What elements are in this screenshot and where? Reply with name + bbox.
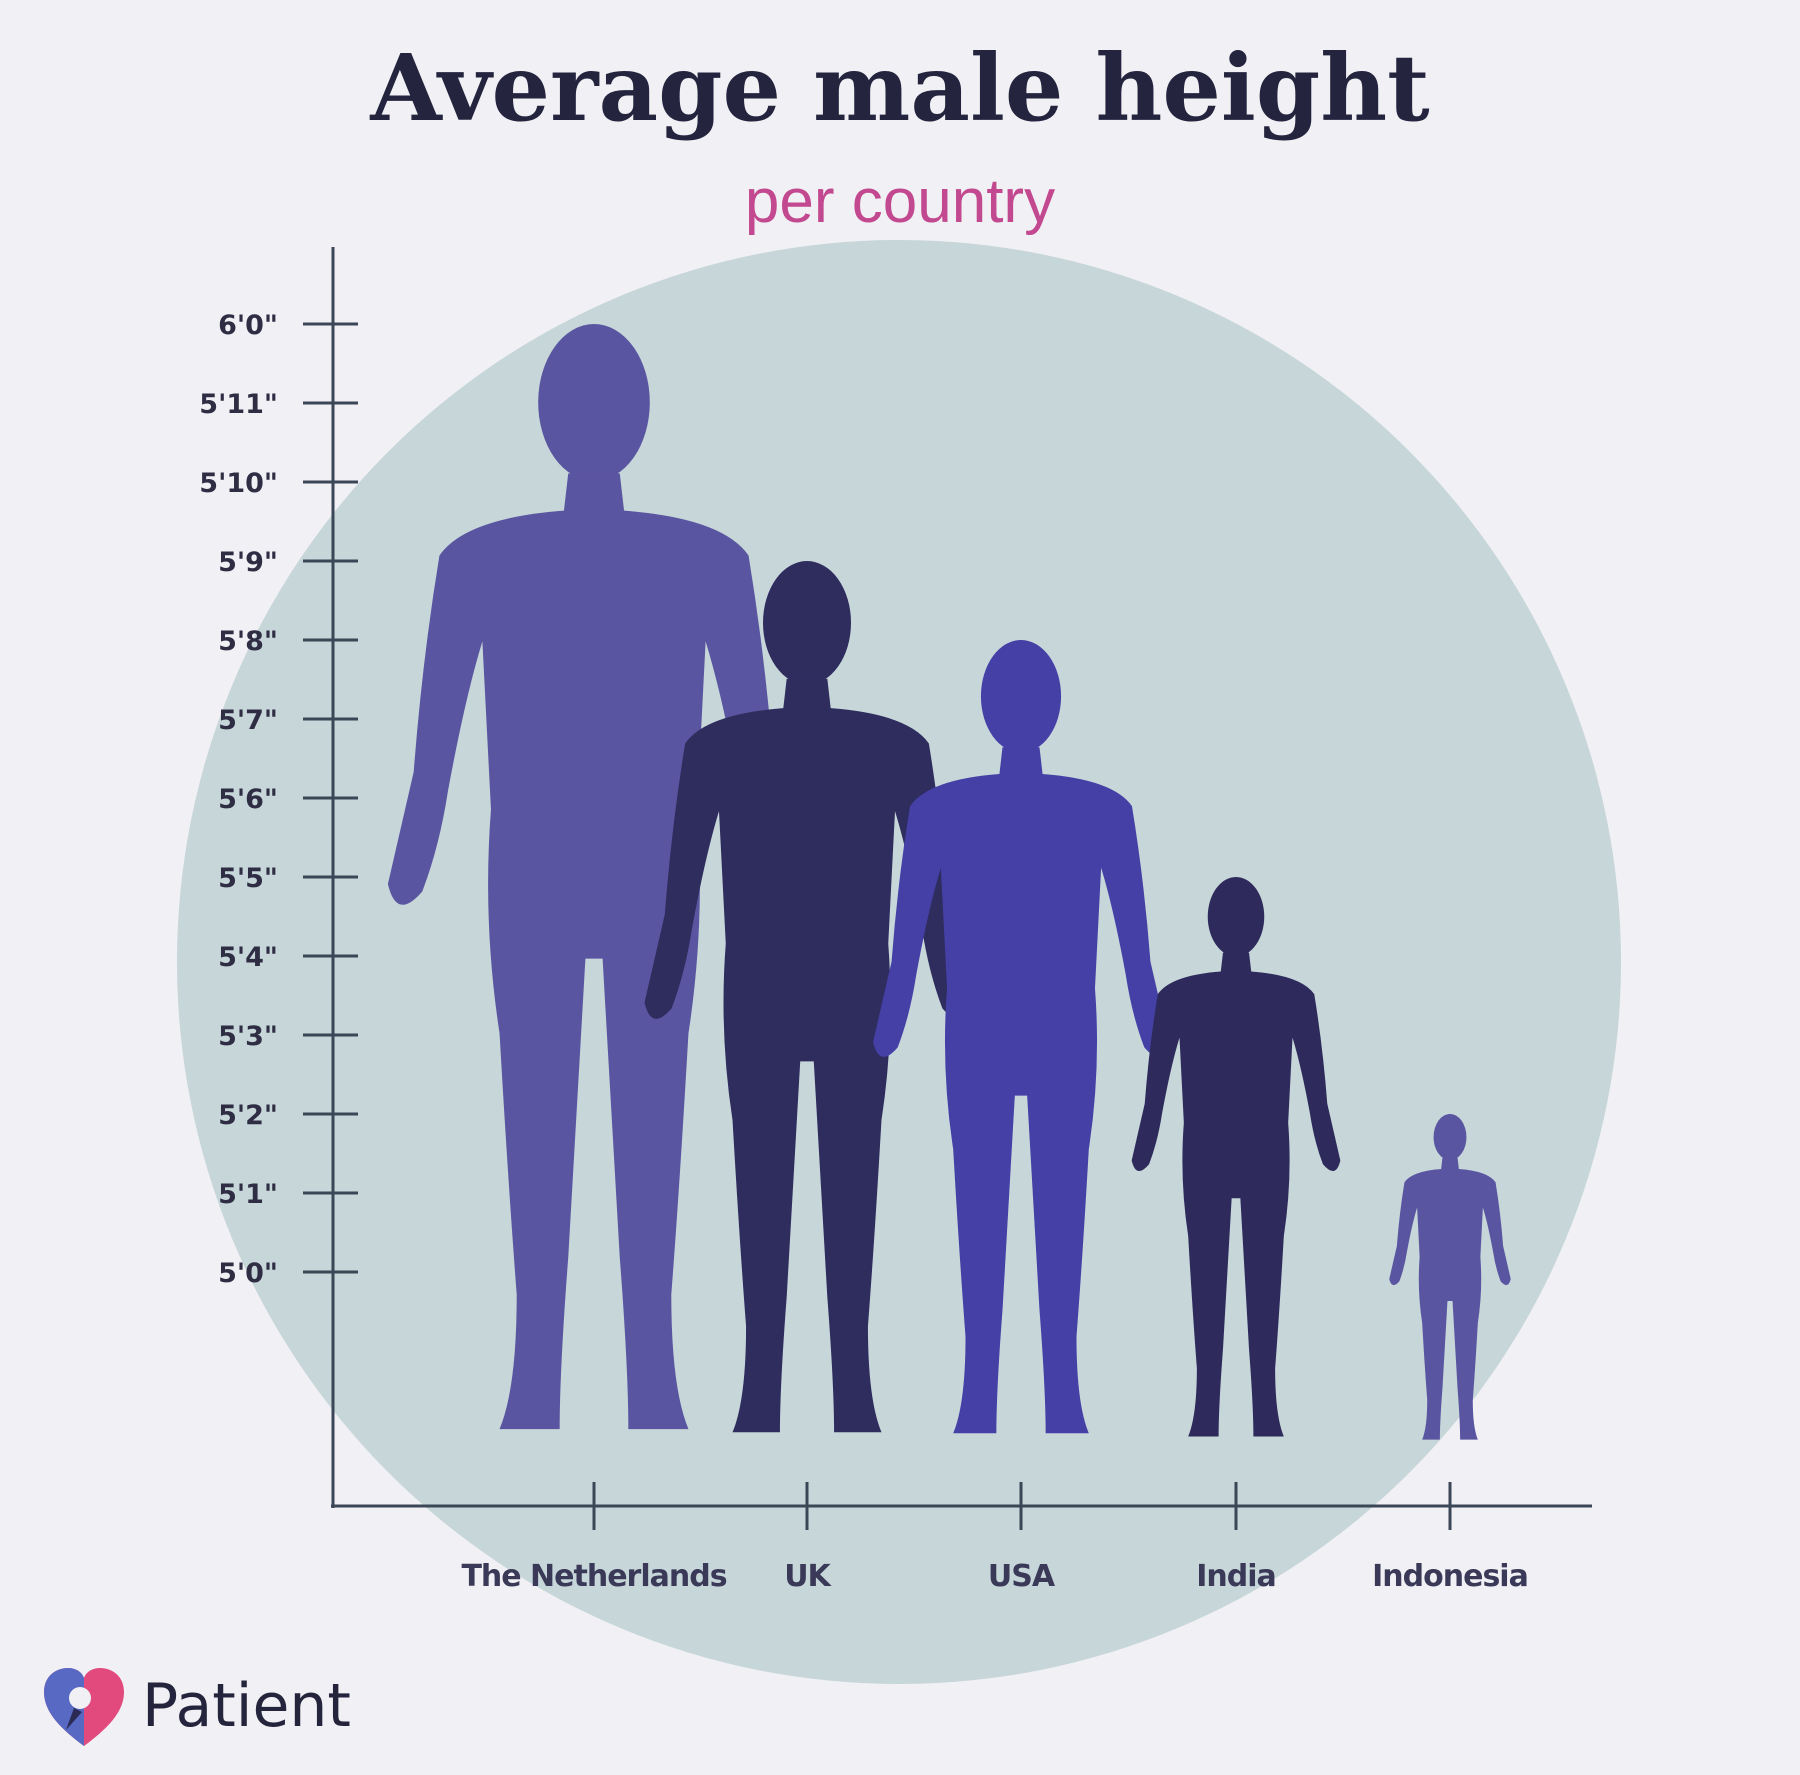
y-tick-label: 5'1": [218, 1179, 278, 1210]
y-tick-label: 5'5": [218, 863, 278, 894]
y-tick-label: 5'3": [218, 1021, 278, 1052]
x-ticks: The Netherlands UK USA India Indonesia: [461, 1482, 1529, 1594]
figure-uk: [644, 561, 970, 1433]
y-tick-label: 5'6": [218, 784, 278, 815]
figures: [387, 324, 1511, 1440]
y-tick-label: 5'11": [199, 389, 278, 420]
y-ticks: 5'0" 5'1" 5'2" 5'3" 5'4" 5'5" 5'6" 5'7" 5'8" 5'9"…: [199, 310, 358, 1289]
y-tick-label: 5'2": [218, 1100, 278, 1131]
figure-usa: [873, 640, 1169, 1434]
y-tick-label: 5'0": [218, 1258, 278, 1289]
y-tick-label: 6'0": [218, 310, 278, 341]
y-tick-label: 5'7": [218, 705, 278, 736]
y-tick-label: 5'10": [199, 468, 278, 499]
heart-pin-icon: [44, 1668, 124, 1746]
x-tick-label: The Netherlands: [461, 1559, 726, 1594]
y-tick-label: 5'9": [218, 547, 278, 578]
x-tick-label: USA: [988, 1559, 1056, 1594]
x-tick-label: UK: [784, 1559, 832, 1594]
y-tick-label: 5'8": [218, 626, 278, 657]
logo-text: Patient: [142, 1671, 351, 1741]
x-tick-label: Indonesia: [1372, 1559, 1528, 1594]
figure-the-netherlands: [387, 324, 801, 1430]
x-tick-label: India: [1196, 1559, 1276, 1594]
figure-india: [1131, 877, 1341, 1437]
chart-title: Average male height: [369, 34, 1430, 142]
y-tick-label: 5'4": [218, 942, 278, 973]
patient-logo: Patient: [44, 1668, 351, 1746]
chart-subtitle: per country: [745, 167, 1055, 236]
figure-indonesia: [1389, 1114, 1511, 1440]
